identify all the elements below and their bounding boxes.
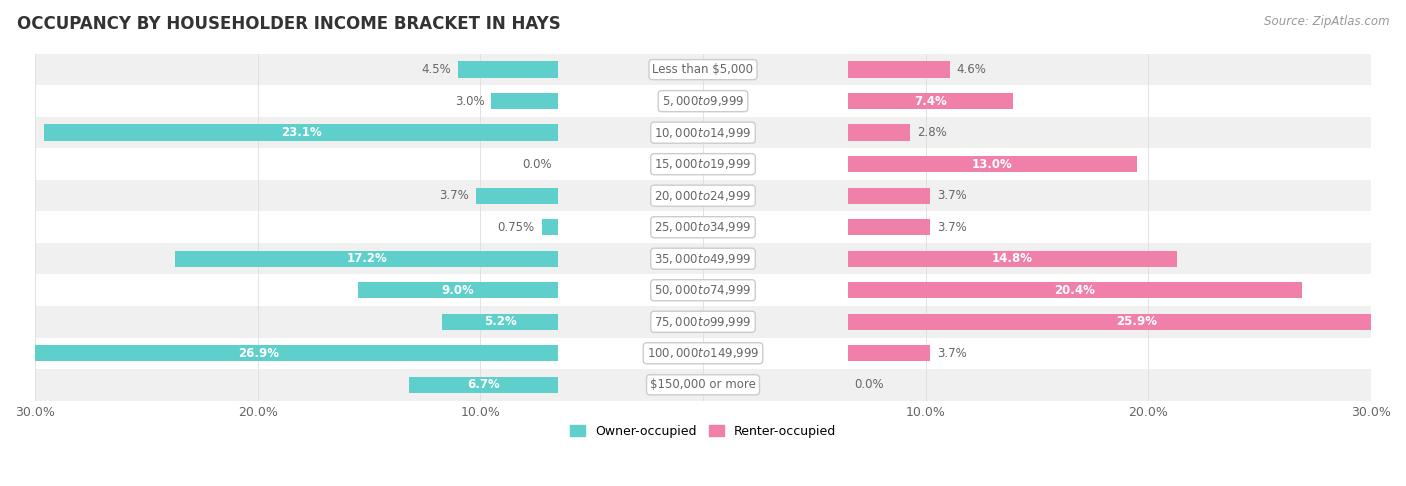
Text: 4.6%: 4.6%: [957, 63, 987, 76]
Text: $35,000 to $49,999: $35,000 to $49,999: [654, 252, 752, 266]
Bar: [35, 211, 1371, 243]
Text: 2.8%: 2.8%: [917, 126, 946, 139]
Bar: [848, 188, 931, 204]
Text: Source: ZipAtlas.com: Source: ZipAtlas.com: [1264, 15, 1389, 28]
Bar: [848, 282, 1302, 298]
Bar: [35, 369, 1371, 400]
Bar: [848, 219, 931, 235]
Text: 0.0%: 0.0%: [855, 378, 884, 391]
Text: $15,000 to $19,999: $15,000 to $19,999: [654, 157, 752, 171]
Text: 26.9%: 26.9%: [238, 347, 280, 360]
Bar: [35, 180, 1371, 211]
Text: $10,000 to $14,999: $10,000 to $14,999: [654, 126, 752, 139]
Text: 3.7%: 3.7%: [936, 347, 966, 360]
Bar: [475, 188, 558, 204]
Bar: [541, 219, 558, 235]
Text: $100,000 to $149,999: $100,000 to $149,999: [647, 347, 759, 360]
Text: 3.7%: 3.7%: [936, 189, 966, 202]
Text: 5.2%: 5.2%: [484, 315, 517, 328]
Text: 23.1%: 23.1%: [281, 126, 322, 139]
Text: 3.0%: 3.0%: [456, 95, 485, 108]
Text: 14.8%: 14.8%: [993, 252, 1033, 265]
Bar: [35, 54, 1371, 86]
Bar: [35, 275, 1371, 306]
Text: $25,000 to $34,999: $25,000 to $34,999: [654, 220, 752, 234]
Bar: [35, 243, 1371, 275]
Bar: [458, 61, 558, 78]
Text: $150,000 or more: $150,000 or more: [650, 378, 756, 391]
Bar: [409, 377, 558, 393]
Text: $5,000 to $9,999: $5,000 to $9,999: [662, 94, 744, 108]
Bar: [848, 345, 931, 362]
Text: 3.7%: 3.7%: [936, 221, 966, 234]
Text: 25.9%: 25.9%: [1115, 315, 1157, 328]
Text: OCCUPANCY BY HOUSEHOLDER INCOME BRACKET IN HAYS: OCCUPANCY BY HOUSEHOLDER INCOME BRACKET …: [17, 15, 561, 33]
Text: 20.4%: 20.4%: [1054, 284, 1095, 297]
Bar: [848, 124, 910, 141]
Bar: [492, 93, 558, 109]
Text: Less than $5,000: Less than $5,000: [652, 63, 754, 76]
Bar: [848, 61, 950, 78]
Text: $20,000 to $24,999: $20,000 to $24,999: [654, 189, 752, 203]
Bar: [359, 282, 558, 298]
Bar: [35, 148, 1371, 180]
Text: 0.75%: 0.75%: [498, 221, 534, 234]
Text: 4.5%: 4.5%: [422, 63, 451, 76]
Bar: [35, 86, 1371, 117]
Bar: [848, 313, 1406, 330]
Bar: [44, 124, 558, 141]
Bar: [848, 251, 1177, 267]
Text: 9.0%: 9.0%: [441, 284, 474, 297]
Text: $75,000 to $99,999: $75,000 to $99,999: [654, 315, 752, 329]
Legend: Owner-occupied, Renter-occupied: Owner-occupied, Renter-occupied: [565, 420, 841, 443]
Text: 0.0%: 0.0%: [522, 157, 551, 171]
Text: 3.7%: 3.7%: [440, 189, 470, 202]
Text: $50,000 to $74,999: $50,000 to $74,999: [654, 283, 752, 297]
Bar: [35, 117, 1371, 148]
Text: 17.2%: 17.2%: [346, 252, 387, 265]
Bar: [848, 93, 1012, 109]
Text: 13.0%: 13.0%: [972, 157, 1012, 171]
Bar: [0, 345, 558, 362]
Bar: [443, 313, 558, 330]
Bar: [35, 337, 1371, 369]
Text: 6.7%: 6.7%: [467, 378, 501, 391]
Bar: [176, 251, 558, 267]
Text: 7.4%: 7.4%: [914, 95, 946, 108]
Bar: [848, 156, 1137, 173]
Bar: [35, 306, 1371, 337]
